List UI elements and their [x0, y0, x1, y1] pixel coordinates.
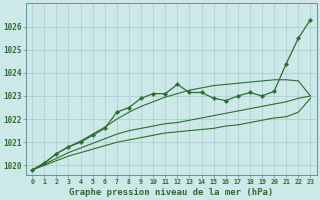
X-axis label: Graphe pression niveau de la mer (hPa): Graphe pression niveau de la mer (hPa): [69, 188, 274, 197]
